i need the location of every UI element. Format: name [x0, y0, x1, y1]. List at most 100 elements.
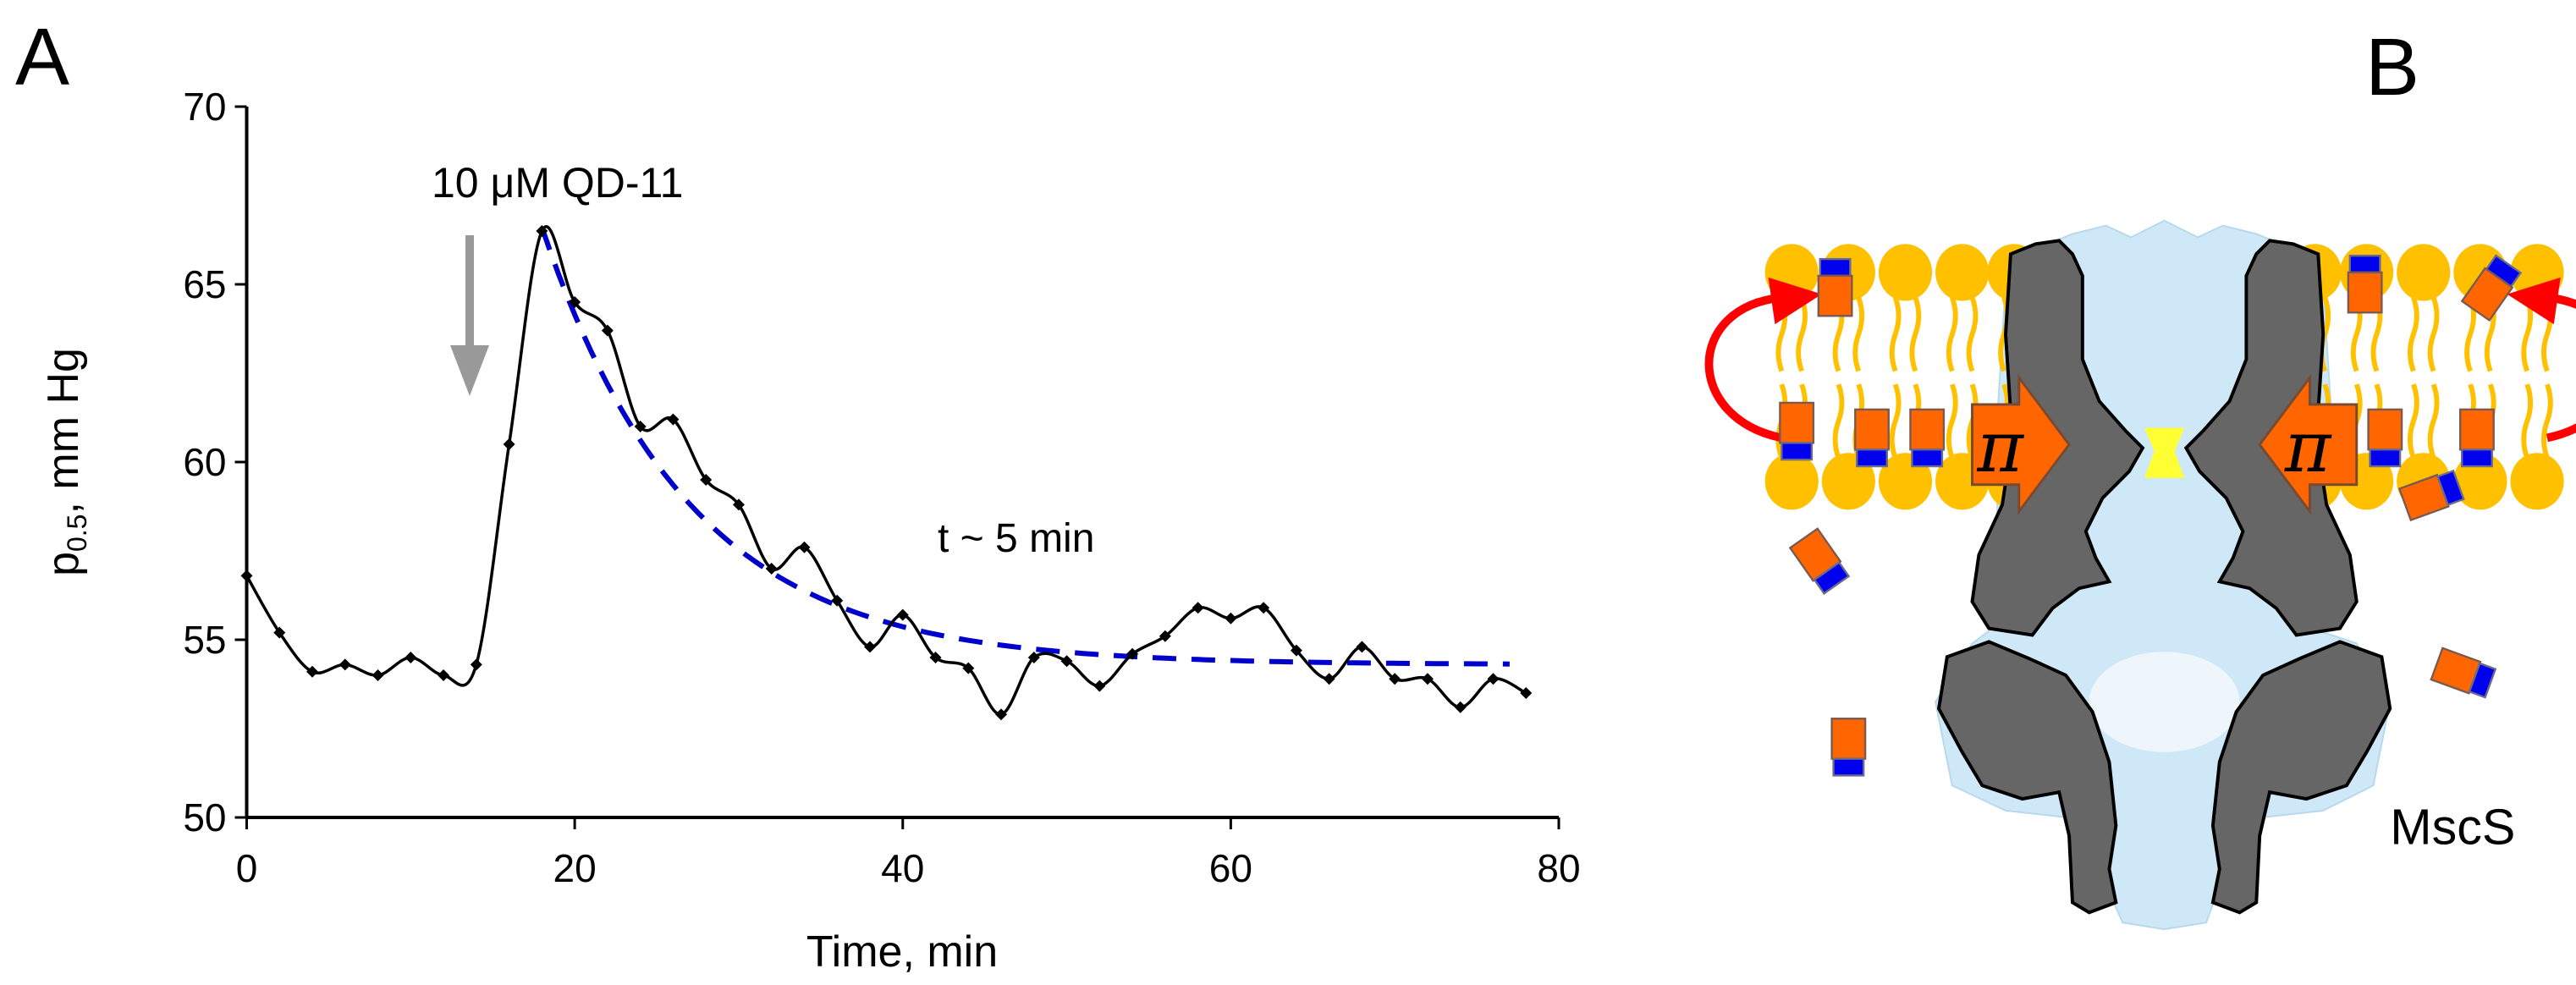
amphiphile-molecule-icon: [1830, 718, 1867, 777]
data-point: [240, 570, 253, 582]
lipid-head: [2397, 244, 2451, 301]
lipid-tail: [1889, 296, 1902, 372]
flip-arrow-left-icon: [1704, 277, 1822, 443]
data-point: [896, 608, 909, 621]
data-point: [1487, 673, 1500, 685]
protein-label: MscS: [2390, 798, 2515, 855]
drug-annotation: 10 μM QD-11: [432, 159, 683, 206]
data-point: [1192, 602, 1204, 614]
panel-a-label: A: [15, 12, 69, 102]
fit-curve: [539, 226, 1510, 667]
lipid-tail: [1946, 383, 1958, 459]
chart-axes: [245, 107, 1559, 819]
y-tick-label: 65: [183, 262, 226, 306]
panel-b: B π π: [1704, 22, 2576, 931]
lipid-head: [2510, 453, 2564, 510]
data-point: [1225, 612, 1237, 625]
y-ticks: 50 55 60 65 70: [183, 85, 247, 839]
data-point: [1290, 644, 1302, 657]
lipid-tail: [1889, 383, 1902, 459]
data-point: [831, 594, 844, 607]
amphiphile-molecule-icon: [1854, 408, 1890, 468]
lipid-head: [1764, 453, 1819, 510]
data-point: [569, 296, 581, 308]
data-point: [1159, 630, 1171, 642]
lipid-tail: [1832, 383, 1845, 459]
x-tick-label: 80: [1537, 846, 1580, 890]
data-point: [667, 413, 680, 426]
protein-vestibule: [2089, 652, 2240, 752]
data-point: [995, 708, 1008, 721]
pi-arrow-left: π: [1971, 373, 2071, 515]
y-tick-label: 60: [183, 440, 226, 484]
x-ticks: 0 20 40 60 80: [236, 817, 1581, 890]
lipid-tail: [1852, 296, 1865, 372]
x-tick-label: 40: [881, 846, 924, 890]
data-point: [273, 626, 286, 639]
data-point: [1126, 647, 1139, 660]
lipid-tail: [2427, 296, 2440, 372]
lipid-tail: [1909, 296, 1922, 372]
y-axis-title-sub: 0.5: [62, 515, 92, 552]
amphiphile-molecule-icon: [2347, 254, 2383, 314]
amphiphile-molecule-icon: [1788, 527, 1851, 595]
lipid-tail: [2540, 383, 2553, 459]
y-tick-label: 70: [183, 85, 226, 129]
lipid-tail: [1946, 296, 1958, 372]
lipid-tail: [2407, 383, 2419, 459]
x-tick-label: 20: [553, 846, 597, 890]
data-point: [601, 324, 614, 337]
amphiphile-molecule-icon: [2367, 408, 2403, 468]
data-point: [405, 652, 417, 663]
x-tick-label: 60: [1209, 846, 1252, 890]
amphiphile-molecule-icon: [2459, 408, 2495, 468]
x-axis-title: Time, min: [806, 927, 998, 977]
amphiphile-molecule-icon: [2430, 647, 2497, 699]
amphipathic-molecules: [1779, 254, 2523, 777]
pi-symbol-right: π: [2284, 406, 2332, 488]
y-axis-title-main: p: [39, 552, 88, 576]
lipid-head: [1935, 244, 1990, 301]
pi-arrow-right: π: [2258, 373, 2359, 515]
data-point: [962, 662, 975, 674]
y-axis-title: p0.5, mm Hg: [39, 348, 92, 576]
channel-gate: [2144, 427, 2185, 478]
lipid-tail: [2521, 383, 2534, 459]
y-tick-label: 55: [183, 618, 226, 662]
data-point: [765, 563, 778, 575]
lipid-tail: [1966, 296, 1979, 372]
tau-annotation: t ~ 5 min: [938, 516, 1094, 561]
data-point: [929, 652, 942, 663]
data-point: [339, 658, 351, 671]
data-series-line: [245, 225, 1527, 716]
data-point: [372, 669, 384, 681]
data-point: [634, 421, 647, 432]
data-point: [1356, 641, 1368, 653]
panel-b-label: B: [2365, 22, 2419, 113]
y-tick-label: 50: [183, 795, 226, 839]
data-point: [798, 541, 811, 553]
data-point: [863, 641, 876, 653]
data-point: [1258, 602, 1270, 614]
data-point: [536, 225, 548, 237]
amphiphile-molecule-icon: [1817, 257, 1853, 317]
data-point: [1093, 680, 1106, 692]
y-axis-title-rest: , mm Hg: [39, 348, 88, 514]
panel-a: A 50 55 60 65 70 0 20 40 60 80 p0.5, mm Hg Time,…: [15, 12, 1581, 977]
data-point: [732, 498, 745, 511]
data-point: [1520, 687, 1533, 699]
x-tick-label: 0: [236, 846, 258, 890]
lipid-tail: [2427, 383, 2440, 459]
plot-area: [240, 225, 1533, 721]
data-point: [1454, 701, 1467, 713]
data-point: [1389, 673, 1401, 685]
amphiphile-molecule-icon: [1909, 408, 1946, 468]
amphiphile-molecule-icon: [1779, 401, 1815, 461]
data-point: [438, 669, 450, 681]
data-point: [1421, 673, 1434, 685]
lipid-tail: [1796, 296, 1808, 372]
drug-arrow-icon: [450, 235, 489, 396]
pi-symbol-left: π: [1976, 406, 2024, 488]
data-point: [700, 474, 713, 486]
